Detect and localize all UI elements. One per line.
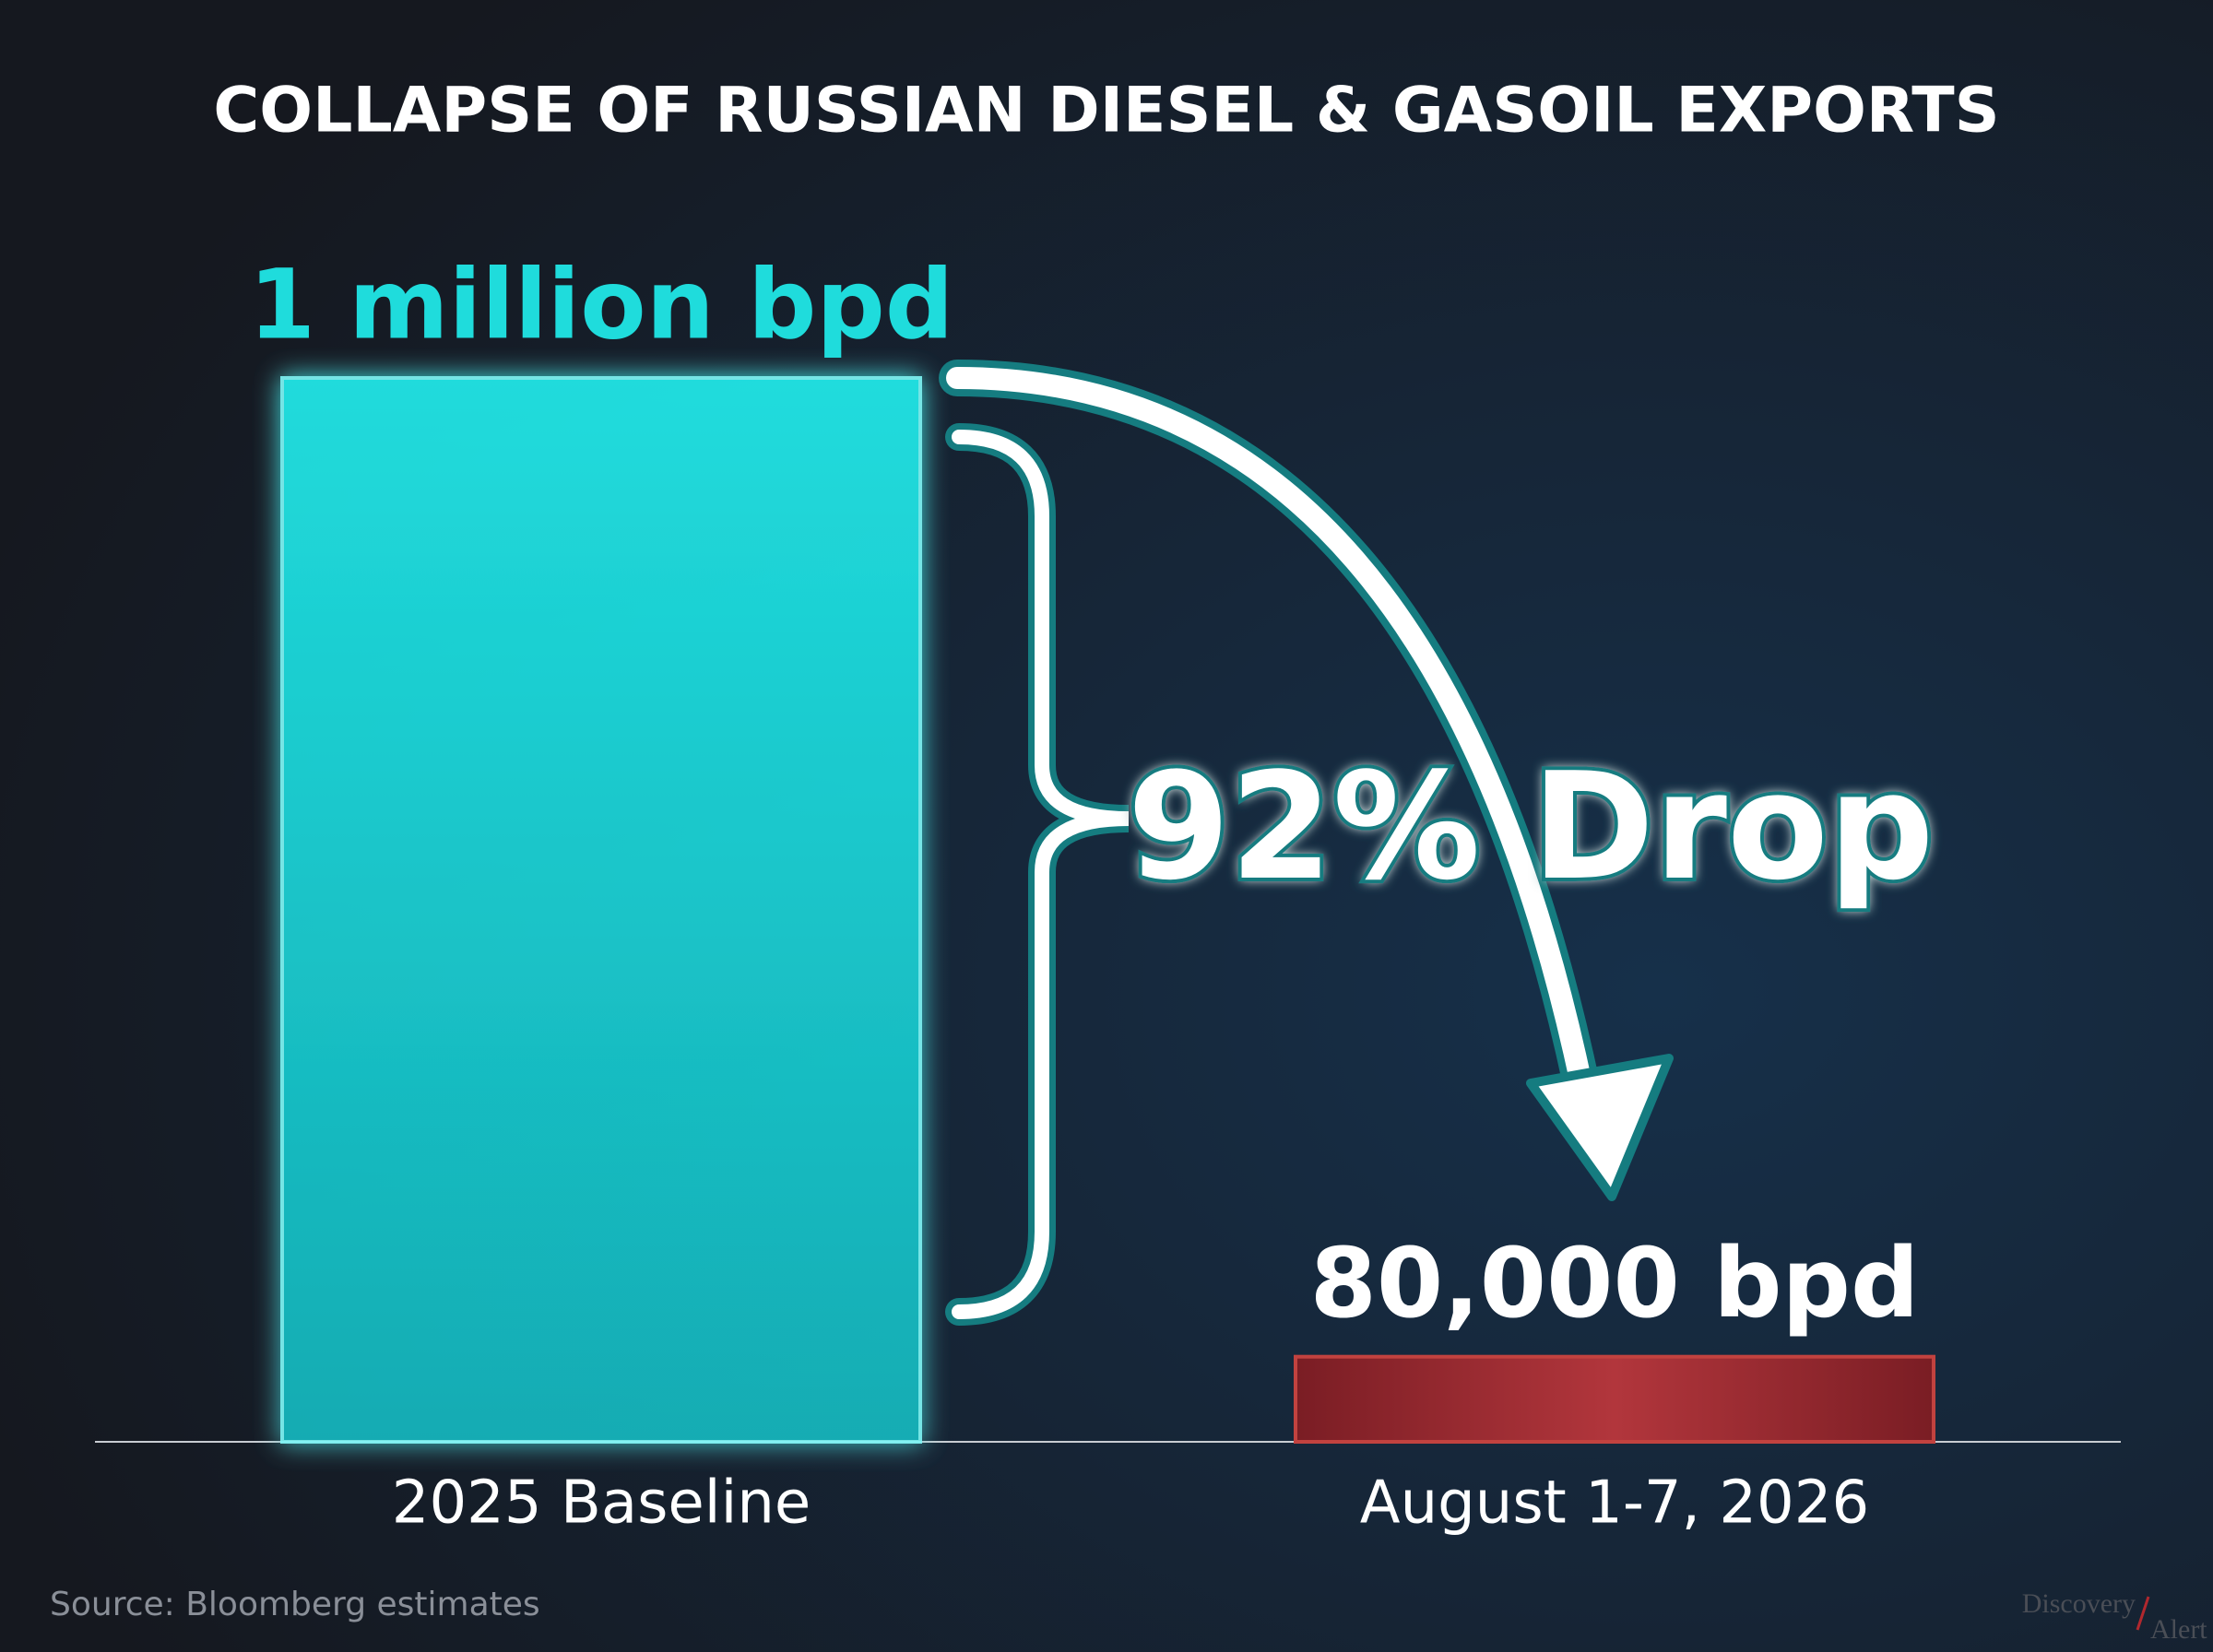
watermark: Discovery [2022, 1588, 2136, 1619]
value-label: 1 million bpd [249, 248, 954, 360]
arrow-shaft [946, 367, 1597, 1117]
bar [280, 376, 922, 1444]
value-label: 80,000 bpd [1310, 1227, 1920, 1339]
x-tick-label: August 1-7, 2026 [1360, 1469, 1869, 1538]
bar [1294, 1354, 1935, 1445]
chart-title: COLLAPSE OF RUSSIAN DIESEL & GASOIL EXPO… [213, 75, 1999, 148]
x-tick-label: 2025 Baseline [392, 1469, 811, 1538]
annotation: 92% Drop [1128, 740, 1935, 913]
watermark: Alert [2150, 1614, 2207, 1645]
watermark-slash [2136, 1596, 2150, 1631]
brace [952, 430, 1130, 1319]
arrow-head [1526, 1054, 1674, 1201]
source: Source: Bloomberg estimates [50, 1586, 540, 1623]
